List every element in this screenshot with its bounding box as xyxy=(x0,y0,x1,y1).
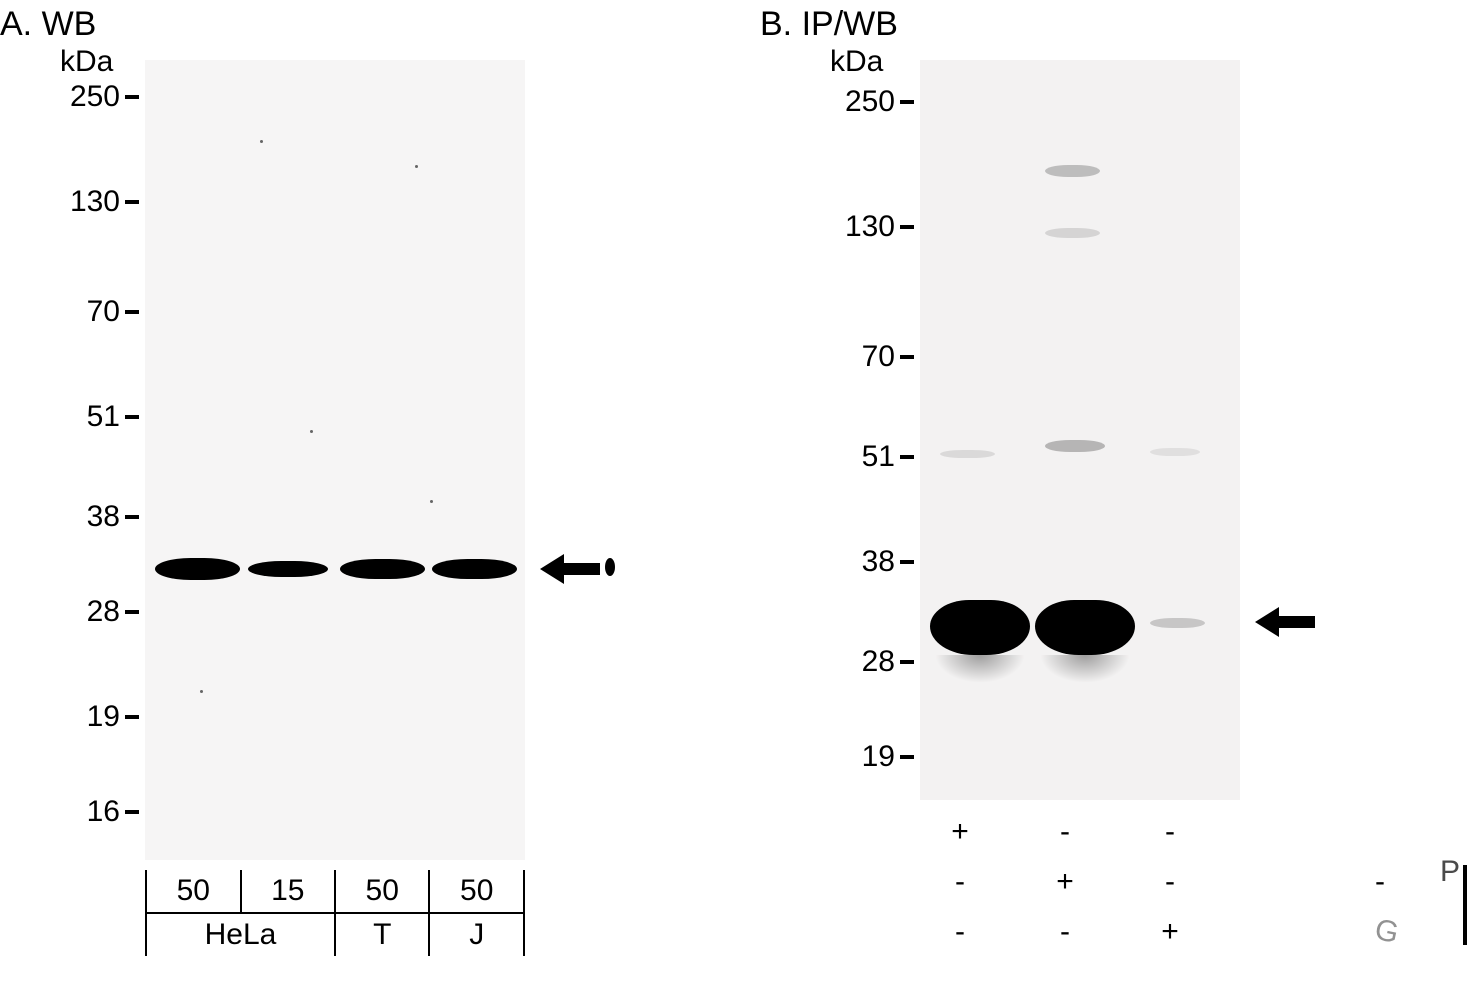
panel-b-tick-70 xyxy=(900,355,914,359)
ip-mark: - xyxy=(940,865,980,899)
panel-b-faint-band xyxy=(1045,440,1105,452)
panel-b-tick-19 xyxy=(900,755,914,759)
panel-b-tick-28 xyxy=(900,660,914,664)
panel-b-faint-band xyxy=(1045,228,1100,238)
panel-b-mw-70: 70 xyxy=(825,340,895,374)
panel-b-mw-130: 130 xyxy=(825,210,895,244)
ip-extra-mark: - xyxy=(1360,865,1400,899)
ip-mark: - xyxy=(1045,815,1085,849)
panel-b-tick-250 xyxy=(900,100,914,104)
ip-mark: + xyxy=(1045,865,1085,899)
ip-mark: - xyxy=(1045,915,1085,949)
panel-b-mw-250: 250 xyxy=(825,85,895,119)
ip-mark: + xyxy=(940,815,980,849)
cropped-p-label: P xyxy=(1440,855,1460,889)
panel-b-mw-38: 38 xyxy=(825,545,895,579)
panel-b-title: B. IP/WB xyxy=(760,5,898,44)
panel-b-mw-28: 28 xyxy=(825,645,895,679)
panel-b-main-band-1 xyxy=(930,600,1030,655)
panel-b-tick-38 xyxy=(900,560,914,564)
panel-b-tick-51 xyxy=(900,455,914,459)
panel-b-mw-19: 19 xyxy=(825,740,895,774)
panel-b-faint-band xyxy=(1150,448,1200,456)
cropped-g-label: G xyxy=(1372,913,1402,951)
side-bracket-bar xyxy=(1463,865,1467,945)
panel-b-main-band-2 xyxy=(1035,600,1135,655)
panel-b-faint-band xyxy=(1045,165,1100,177)
panel-b-faint-band xyxy=(940,450,995,458)
panel-b-arrow-icon xyxy=(1255,605,1315,639)
panel-b-mw-51: 51 xyxy=(825,440,895,474)
ip-mark: - xyxy=(1150,865,1190,899)
panel-b-kda-label: kDa xyxy=(830,45,883,79)
ip-mark: - xyxy=(1150,815,1190,849)
ip-mark: + xyxy=(1150,915,1190,949)
panel-b-smear xyxy=(935,655,1025,683)
ip-mark: - xyxy=(940,915,980,949)
panel-b-smear xyxy=(1040,655,1130,683)
panel-b-tick-130 xyxy=(900,225,914,229)
panel-b-faint-band xyxy=(1150,618,1205,628)
panel-b: B. IP/WB kDa 250 130 70 51 38 28 19 + - … xyxy=(0,0,1476,987)
